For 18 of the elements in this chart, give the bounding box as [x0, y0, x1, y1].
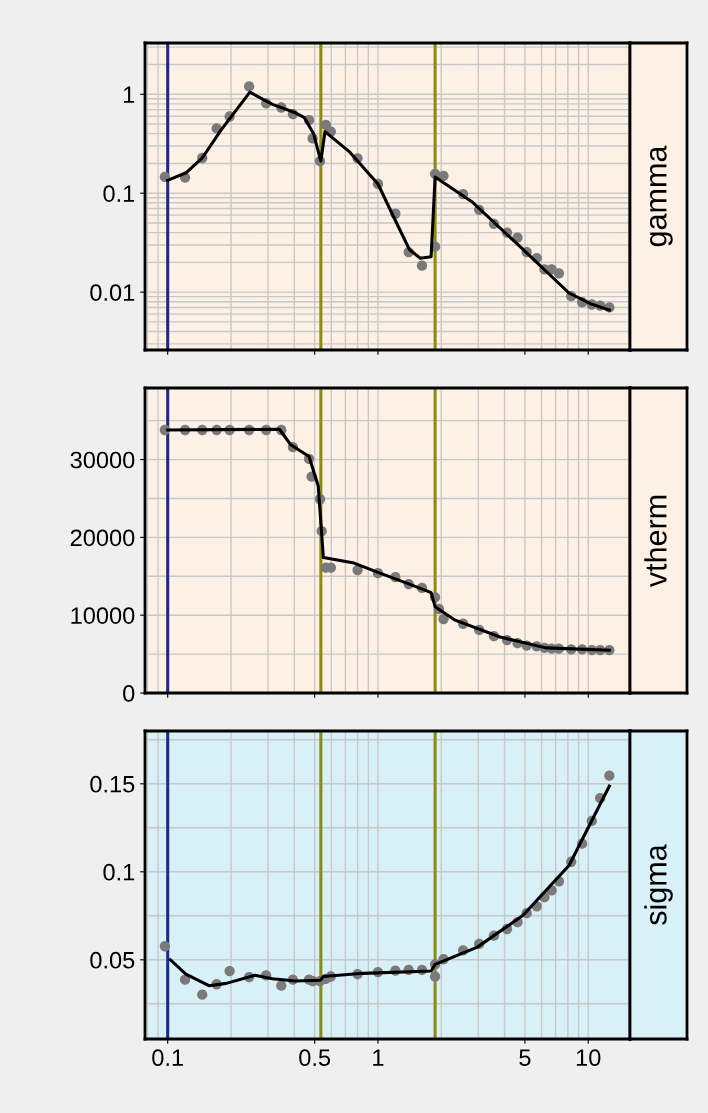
- x-tick-label: 10: [576, 1049, 601, 1067]
- y-tick-label: 0.1: [103, 185, 135, 202]
- y-tick-label: 1: [123, 86, 135, 103]
- x-tick-label: 1: [373, 1049, 384, 1066]
- y-tick-label: 20000: [70, 529, 135, 547]
- y-axis-title: sigma: [644, 844, 673, 925]
- x-tick-label: 5: [519, 1049, 531, 1067]
- x-tick-label: 0.1: [152, 1049, 183, 1067]
- y-tick-label: 0.05: [90, 951, 135, 969]
- y-tick-label: 0.01: [90, 284, 135, 301]
- y-axis-title: gamma: [649, 145, 673, 247]
- y-tick-label: 0.1: [103, 863, 135, 881]
- y-tick-label: 0.15: [90, 775, 135, 793]
- y-tick-label: 10000: [71, 607, 135, 624]
- y-tick-label: 30000: [70, 451, 135, 469]
- y-axis-title: vtherm: [644, 495, 667, 588]
- y-tick-label: 0: [123, 685, 135, 702]
- x-tick-label: 0.5: [299, 1049, 331, 1067]
